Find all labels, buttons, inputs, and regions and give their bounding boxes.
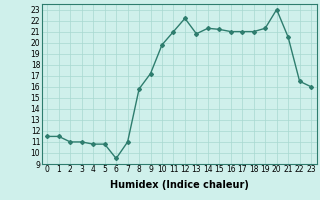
X-axis label: Humidex (Indice chaleur): Humidex (Indice chaleur) (110, 180, 249, 190)
